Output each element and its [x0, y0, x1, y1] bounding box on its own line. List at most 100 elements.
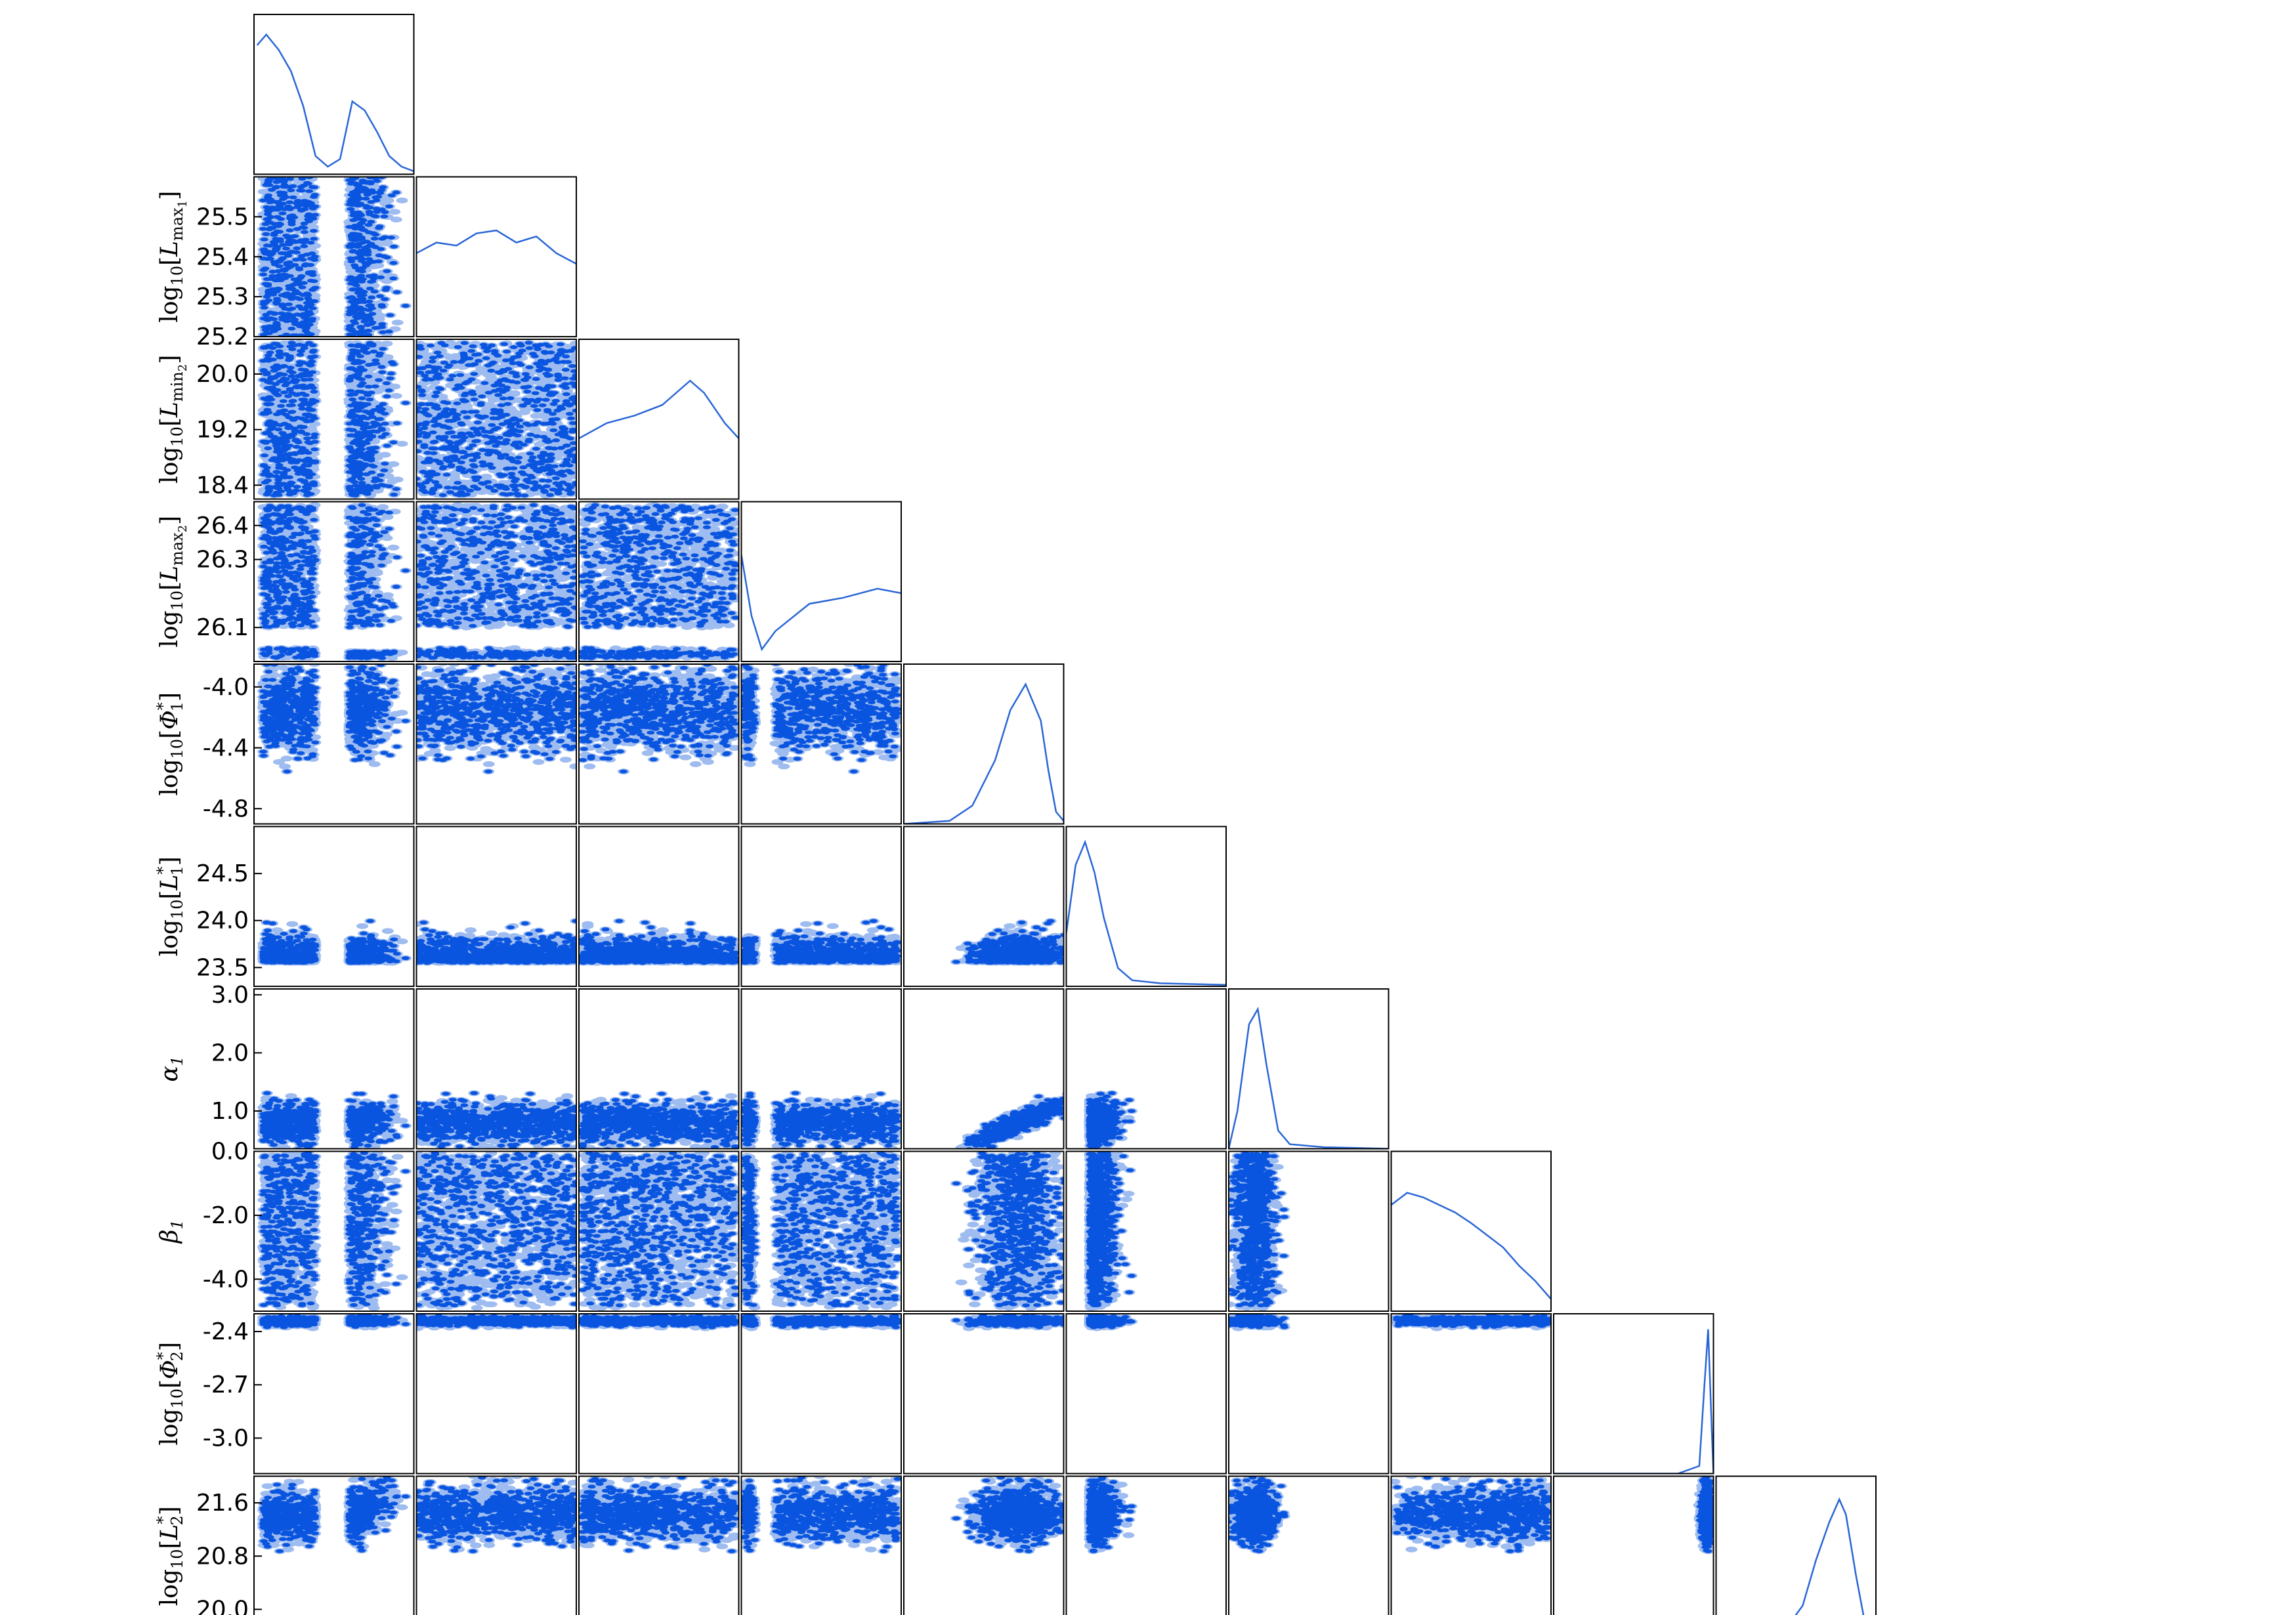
- point-inner: [375, 190, 383, 194]
- point-inner: [347, 393, 354, 397]
- point-inner: [297, 274, 305, 278]
- point-inner: [264, 282, 272, 286]
- point-inner: [358, 259, 366, 263]
- point-inner: [309, 185, 317, 189]
- point-inner: [289, 399, 297, 403]
- point-inner: [310, 229, 318, 233]
- point-inner: [381, 462, 389, 466]
- point-inner: [353, 414, 361, 418]
- point-inner: [260, 463, 268, 467]
- point-inner: [349, 287, 356, 291]
- point-inner: [281, 307, 289, 311]
- point-inner: [302, 393, 310, 397]
- point-inner: [299, 384, 307, 388]
- point-inner: [348, 455, 356, 459]
- point-inner: [310, 237, 318, 241]
- point-inner: [372, 245, 379, 249]
- point-inner: [345, 428, 353, 432]
- point-inner: [386, 377, 394, 381]
- point-inner: [285, 426, 293, 430]
- point-inner: [296, 188, 304, 192]
- point-inner: [376, 352, 384, 356]
- point-inner: [348, 259, 356, 263]
- point-inner: [261, 306, 268, 310]
- point-inner: [368, 471, 375, 474]
- point-inner: [365, 411, 373, 415]
- point-inner: [276, 222, 284, 226]
- point-inner: [356, 384, 364, 388]
- point-inner: [307, 363, 315, 367]
- point-inner: [303, 370, 311, 374]
- point-inner: [291, 460, 299, 464]
- point-inner: [266, 387, 274, 391]
- point-inner: [380, 484, 388, 488]
- point-inner: [383, 444, 391, 448]
- point-inner: [363, 351, 371, 355]
- point-inner: [301, 480, 308, 484]
- point-outer: [392, 476, 404, 482]
- point-inner: [388, 194, 396, 198]
- point-inner: [287, 327, 295, 331]
- point-inner: [357, 213, 365, 217]
- panel-Lmin1-vs-Lmin1: [254, 14, 414, 175]
- point-inner: [361, 246, 369, 250]
- point-inner: [349, 398, 356, 402]
- point-inner: [274, 215, 282, 219]
- point-inner: [264, 446, 272, 450]
- point-inner: [311, 432, 319, 436]
- point-inner: [263, 243, 271, 247]
- point-inner: [268, 327, 276, 331]
- point-inner: [356, 251, 364, 255]
- point-inner: [348, 198, 356, 201]
- point-inner: [373, 486, 381, 490]
- point-inner: [305, 407, 313, 411]
- y-tick-label: 25.3: [196, 283, 249, 310]
- point-inner: [280, 373, 288, 377]
- point-inner: [286, 200, 293, 204]
- y-tick-label: 18.4: [196, 472, 249, 499]
- y-axis-label: log10[Lmax1]: [156, 191, 190, 323]
- point-inner: [351, 419, 359, 423]
- point-inner: [376, 478, 384, 482]
- point-inner: [263, 402, 271, 406]
- point-inner: [365, 257, 373, 261]
- point-inner: [298, 208, 306, 212]
- point-inner: [310, 195, 318, 199]
- point-inner: [277, 404, 285, 408]
- point-inner: [284, 453, 292, 457]
- point-inner: [288, 306, 296, 310]
- point-inner: [348, 450, 356, 453]
- point-inner: [303, 253, 311, 257]
- point-inner: [310, 390, 318, 394]
- point-inner: [293, 416, 301, 420]
- point-inner: [378, 370, 386, 374]
- point-inner: [351, 480, 358, 484]
- point-inner: [348, 242, 356, 246]
- point-inner: [276, 345, 284, 348]
- point-inner: [358, 435, 366, 439]
- point-inner: [370, 231, 377, 235]
- point-inner: [351, 263, 358, 267]
- point-inner: [358, 444, 366, 448]
- point-inner: [269, 346, 277, 350]
- point-inner: [274, 471, 282, 474]
- point-outer: [392, 320, 404, 325]
- point-inner: [260, 316, 268, 320]
- point-inner: [379, 347, 387, 351]
- point-inner: [293, 246, 301, 250]
- point-inner: [369, 446, 377, 450]
- point-inner: [293, 312, 301, 316]
- point-inner: [351, 232, 359, 236]
- point-inner: [282, 352, 289, 356]
- point-inner: [265, 354, 272, 358]
- point-inner: [303, 471, 310, 474]
- point-inner: [393, 421, 401, 425]
- point-inner: [359, 465, 367, 469]
- point-inner: [266, 474, 274, 478]
- point-inner: [368, 463, 375, 467]
- point-inner: [293, 280, 301, 284]
- point-inner: [286, 388, 294, 392]
- point-inner: [353, 305, 361, 309]
- histogram-Lmax1: [417, 230, 577, 264]
- point-inner: [385, 329, 393, 333]
